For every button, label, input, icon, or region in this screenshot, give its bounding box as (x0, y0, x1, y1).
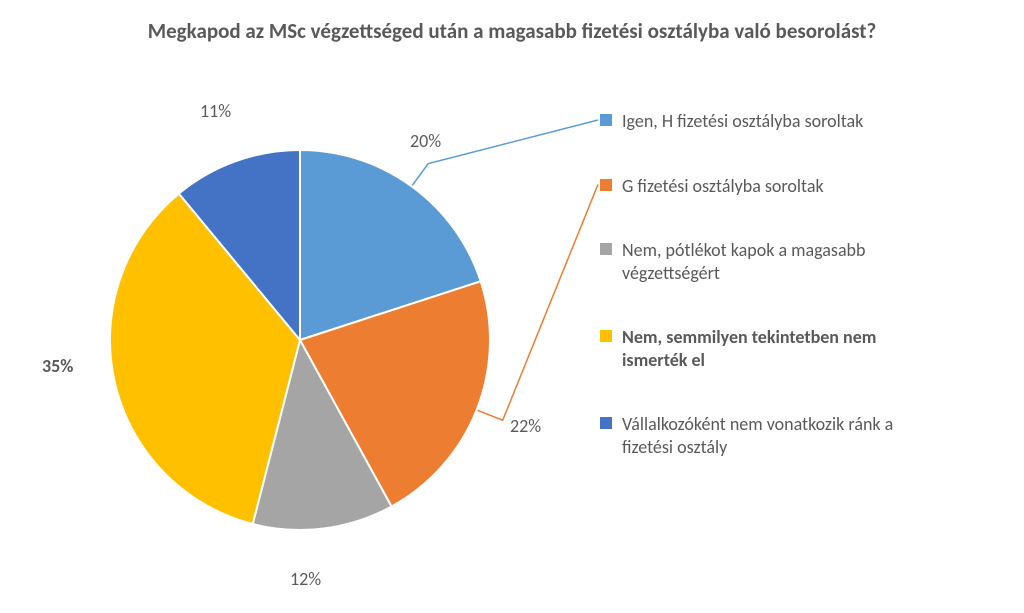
pie-data-label: 22% (510, 415, 541, 437)
pie-svg (100, 140, 500, 540)
legend-swatch (600, 243, 612, 255)
pie-data-label: 11% (200, 100, 231, 122)
legend-swatch (600, 330, 612, 342)
legend-label: Nem, pótlékot kapok a magasabb végzettsé… (622, 239, 922, 284)
pie-data-label: 35% (42, 355, 73, 377)
chart-title: Megkapod az MSc végzettséged után a maga… (0, 18, 1024, 45)
legend-label: G fizetési osztályba soroltak (622, 175, 824, 198)
legend-label: Nem, semmilyen tekintetben nem ismerték … (622, 326, 922, 371)
legend-item: Nem, semmilyen tekintetben nem ismerték … (600, 326, 922, 371)
legend-label: Igen, H fizetési osztályba soroltak (622, 110, 863, 133)
legend-item: Igen, H fizetési osztályba soroltak (600, 110, 922, 133)
legend: Igen, H fizetési osztályba soroltak G fiz… (600, 110, 922, 458)
legend-swatch (600, 179, 612, 191)
pie-chart (100, 140, 500, 540)
legend-item: Nem, pótlékot kapok a magasabb végzettsé… (600, 239, 922, 284)
pie-data-label: 20% (410, 130, 441, 152)
legend-swatch (600, 417, 612, 429)
legend-item: G fizetési osztályba soroltak (600, 175, 922, 198)
legend-item: Vállalkozóként nem vonatkozik ránk a fiz… (600, 413, 922, 458)
legend-swatch (600, 114, 612, 126)
pie-data-label: 12% (290, 568, 321, 590)
legend-label: Vállalkozóként nem vonatkozik ránk a fiz… (622, 413, 922, 458)
